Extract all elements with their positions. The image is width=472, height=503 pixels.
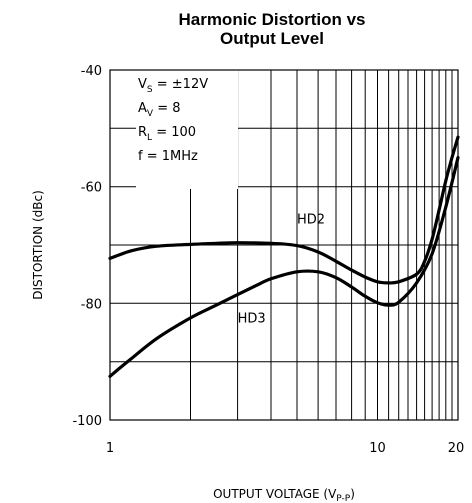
chart-title-line1: Harmonic Distortion vs: [178, 10, 365, 29]
x-axis-label: OUTPUT VOLTAGE (VP-P): [213, 487, 355, 503]
y-tick-label: -60: [81, 181, 102, 196]
x-axis-label-main: OUTPUT VOLTAGE (V: [213, 487, 337, 501]
chart-title-line2: Output Level: [220, 29, 324, 48]
y-tick-label: -100: [72, 414, 102, 429]
condition-line: AV = 8: [138, 101, 181, 119]
y-tick-label: -40: [81, 64, 102, 79]
grid: [110, 70, 458, 420]
conditions-box: [136, 67, 238, 189]
condition-line: VS = ±12V: [138, 77, 208, 95]
y-axis-label: DISTORTION (dBc): [31, 190, 45, 300]
x-tick-label: 1: [106, 441, 114, 456]
x-axis-label-close: ): [350, 487, 355, 501]
y-tick-label: -80: [81, 297, 102, 312]
series-layer: HD2 HD3: [108, 135, 460, 378]
tick-labels: -40 -60 -80 -100 1 10 20: [72, 64, 464, 456]
condition-line: RL = 100: [138, 125, 196, 143]
condition-line: f = 1MHz: [138, 149, 198, 164]
series-line-hd2: [108, 135, 460, 285]
plot-frame: [109, 69, 459, 421]
series-label-hd2: HD2: [297, 212, 325, 227]
x-axis-label-sub: P-P: [336, 494, 350, 503]
conditions-annotation: VS = ±12V AV = 8 RL = 100 f = 1MHz: [138, 77, 208, 164]
x-tick-label: 10: [369, 441, 386, 456]
x-tick-label: 20: [448, 441, 465, 456]
series-line-hd3: [108, 155, 460, 378]
series-label-hd3: HD3: [238, 312, 266, 327]
